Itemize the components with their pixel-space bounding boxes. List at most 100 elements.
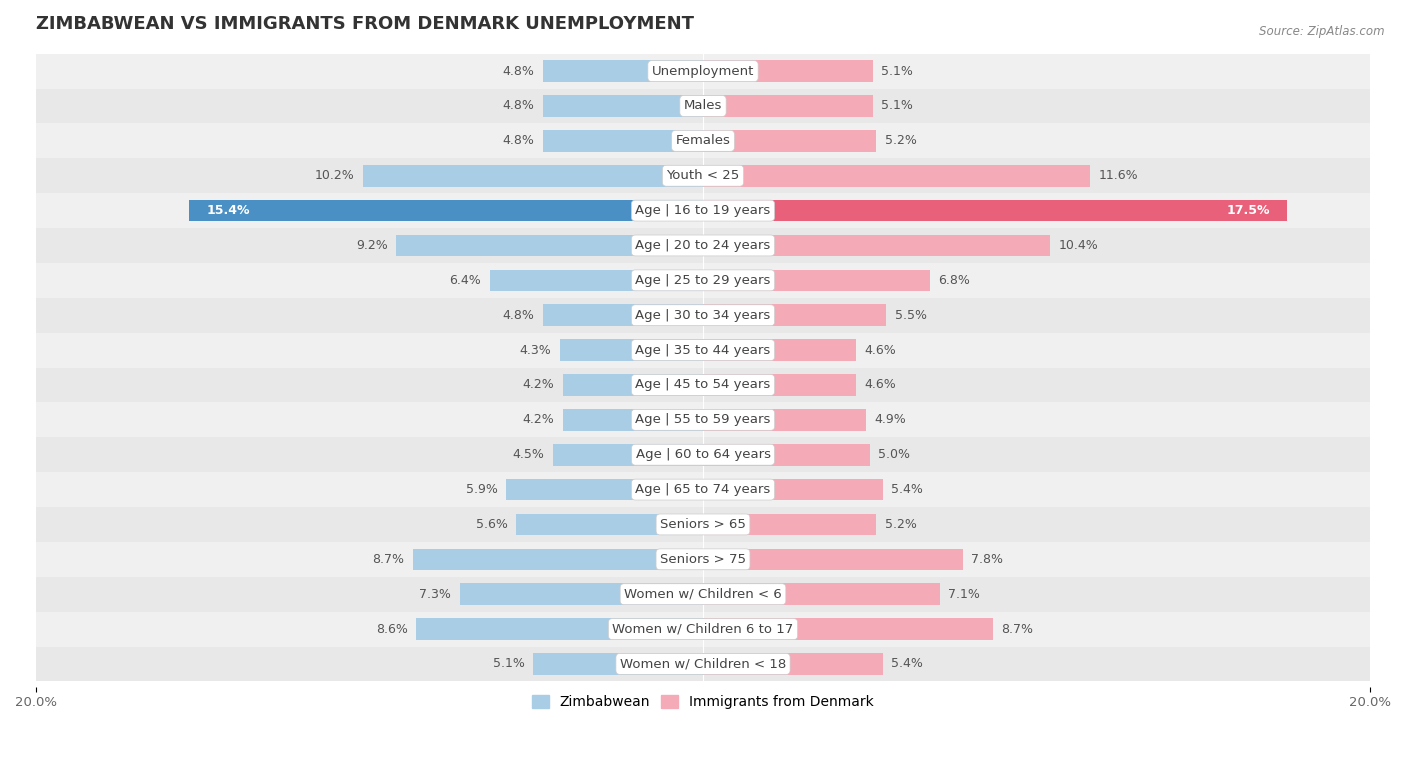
Bar xyxy=(703,200,1286,221)
Text: 9.2%: 9.2% xyxy=(356,239,388,252)
Bar xyxy=(37,507,1369,542)
Text: 4.9%: 4.9% xyxy=(875,413,907,426)
Bar xyxy=(703,374,856,396)
Text: 4.2%: 4.2% xyxy=(523,413,554,426)
Text: Males: Males xyxy=(683,99,723,113)
Text: 5.1%: 5.1% xyxy=(882,99,914,113)
Text: Women w/ Children < 18: Women w/ Children < 18 xyxy=(620,657,786,671)
Text: 7.1%: 7.1% xyxy=(948,587,980,601)
Bar xyxy=(703,549,963,570)
Text: 5.5%: 5.5% xyxy=(894,309,927,322)
Bar xyxy=(703,444,870,466)
Text: 4.6%: 4.6% xyxy=(865,378,897,391)
Bar xyxy=(37,438,1369,472)
Text: Age | 55 to 59 years: Age | 55 to 59 years xyxy=(636,413,770,426)
Bar xyxy=(413,549,703,570)
Text: 4.8%: 4.8% xyxy=(503,99,534,113)
Bar xyxy=(37,646,1369,681)
Bar xyxy=(506,478,703,500)
Bar xyxy=(703,165,1090,186)
Bar xyxy=(543,130,703,151)
Text: 8.6%: 8.6% xyxy=(375,622,408,636)
Bar xyxy=(37,89,1369,123)
Text: Age | 65 to 74 years: Age | 65 to 74 years xyxy=(636,483,770,496)
Bar xyxy=(703,618,993,640)
Text: 5.2%: 5.2% xyxy=(884,518,917,531)
Text: Seniors > 75: Seniors > 75 xyxy=(659,553,747,565)
Bar xyxy=(543,304,703,326)
Bar xyxy=(562,409,703,431)
Bar xyxy=(37,298,1369,332)
Text: Seniors > 65: Seniors > 65 xyxy=(659,518,747,531)
Text: 7.3%: 7.3% xyxy=(419,587,451,601)
Text: Age | 30 to 34 years: Age | 30 to 34 years xyxy=(636,309,770,322)
Text: 4.8%: 4.8% xyxy=(503,64,534,78)
Bar xyxy=(37,332,1369,368)
Text: Age | 20 to 24 years: Age | 20 to 24 years xyxy=(636,239,770,252)
Bar xyxy=(37,158,1369,193)
Text: ZIMBABWEAN VS IMMIGRANTS FROM DENMARK UNEMPLOYMENT: ZIMBABWEAN VS IMMIGRANTS FROM DENMARK UN… xyxy=(37,15,695,33)
Bar xyxy=(703,653,883,674)
Text: 5.4%: 5.4% xyxy=(891,483,924,496)
Text: 5.4%: 5.4% xyxy=(891,657,924,671)
Text: 4.5%: 4.5% xyxy=(513,448,544,461)
Bar xyxy=(37,228,1369,263)
Text: 4.8%: 4.8% xyxy=(503,309,534,322)
Text: 7.8%: 7.8% xyxy=(972,553,1004,565)
Bar xyxy=(37,403,1369,438)
Text: Unemployment: Unemployment xyxy=(652,64,754,78)
Bar xyxy=(37,54,1369,89)
Bar xyxy=(489,269,703,291)
Text: 10.4%: 10.4% xyxy=(1059,239,1098,252)
Bar xyxy=(416,618,703,640)
Bar xyxy=(460,584,703,605)
Text: Youth < 25: Youth < 25 xyxy=(666,170,740,182)
Text: 5.0%: 5.0% xyxy=(879,448,910,461)
Bar xyxy=(703,269,929,291)
Bar xyxy=(396,235,703,257)
Text: 5.2%: 5.2% xyxy=(884,134,917,148)
Text: 17.5%: 17.5% xyxy=(1226,204,1270,217)
Text: Age | 25 to 29 years: Age | 25 to 29 years xyxy=(636,274,770,287)
Text: 5.1%: 5.1% xyxy=(882,64,914,78)
Text: 8.7%: 8.7% xyxy=(373,553,405,565)
Bar xyxy=(543,95,703,117)
Text: 5.1%: 5.1% xyxy=(492,657,524,671)
Bar xyxy=(703,235,1050,257)
Text: Women w/ Children 6 to 17: Women w/ Children 6 to 17 xyxy=(613,622,793,636)
Text: 4.2%: 4.2% xyxy=(523,378,554,391)
Bar xyxy=(37,612,1369,646)
Bar xyxy=(703,61,873,82)
Text: 5.9%: 5.9% xyxy=(465,483,498,496)
Bar xyxy=(37,123,1369,158)
Bar xyxy=(363,165,703,186)
Bar xyxy=(562,374,703,396)
Bar xyxy=(560,339,703,361)
Text: 4.3%: 4.3% xyxy=(519,344,551,357)
Text: 11.6%: 11.6% xyxy=(1098,170,1137,182)
Bar xyxy=(553,444,703,466)
Text: Females: Females xyxy=(675,134,731,148)
Bar xyxy=(543,61,703,82)
Text: 4.6%: 4.6% xyxy=(865,344,897,357)
Bar xyxy=(703,130,876,151)
Bar xyxy=(37,193,1369,228)
Bar xyxy=(37,368,1369,403)
Legend: Zimbabwean, Immigrants from Denmark: Zimbabwean, Immigrants from Denmark xyxy=(526,690,880,715)
Bar xyxy=(703,478,883,500)
Bar xyxy=(703,514,876,535)
Text: Age | 60 to 64 years: Age | 60 to 64 years xyxy=(636,448,770,461)
Text: 5.6%: 5.6% xyxy=(477,518,508,531)
Text: 15.4%: 15.4% xyxy=(207,204,250,217)
Bar xyxy=(516,514,703,535)
Bar xyxy=(703,304,886,326)
Text: 6.4%: 6.4% xyxy=(450,274,481,287)
Bar xyxy=(703,339,856,361)
Bar xyxy=(37,263,1369,298)
Bar xyxy=(703,409,866,431)
Bar xyxy=(703,584,939,605)
Text: 10.2%: 10.2% xyxy=(315,170,354,182)
Text: 4.8%: 4.8% xyxy=(503,134,534,148)
Bar xyxy=(703,95,873,117)
Bar xyxy=(37,542,1369,577)
